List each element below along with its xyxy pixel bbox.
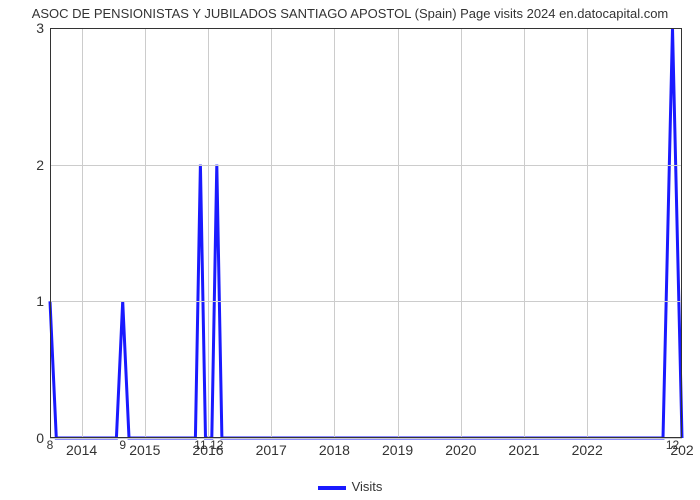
xtick-label: 2019	[382, 438, 413, 458]
plot-area: 0123201420152016201720182019202020212022…	[50, 28, 682, 438]
grid-v	[82, 28, 83, 438]
data-label: 11	[194, 438, 206, 452]
grid-v	[398, 28, 399, 438]
ytick-label: 2	[36, 157, 50, 173]
grid-v	[524, 28, 525, 438]
data-label: 12	[210, 438, 223, 452]
grid-v	[587, 28, 588, 438]
xtick-label: 2022	[572, 438, 603, 458]
data-label: 9	[119, 438, 126, 452]
axis-top	[50, 28, 682, 29]
axis-bottom	[50, 437, 682, 438]
xtick-label: 2021	[508, 438, 539, 458]
ytick-label: 3	[36, 20, 50, 36]
grid-v	[334, 28, 335, 438]
grid-v	[208, 28, 209, 438]
xtick-label: 2017	[256, 438, 287, 458]
xtick-label: 2014	[66, 438, 97, 458]
axis-right	[681, 28, 682, 438]
xtick-label: 2020	[445, 438, 476, 458]
legend: Visits	[0, 479, 700, 494]
ytick-label: 1	[36, 293, 50, 309]
grid-v	[145, 28, 146, 438]
grid-v	[271, 28, 272, 438]
xtick-label: 2015	[129, 438, 160, 458]
axis-left	[50, 28, 51, 438]
data-label: 8	[47, 438, 54, 452]
chart-title: ASOC DE PENSIONISTAS Y JUBILADOS SANTIAG…	[0, 6, 700, 21]
grid-v	[461, 28, 462, 438]
legend-label: Visits	[352, 479, 383, 494]
xtick-label: 2018	[319, 438, 350, 458]
data-label: 12	[666, 438, 679, 452]
legend-swatch	[318, 486, 346, 490]
